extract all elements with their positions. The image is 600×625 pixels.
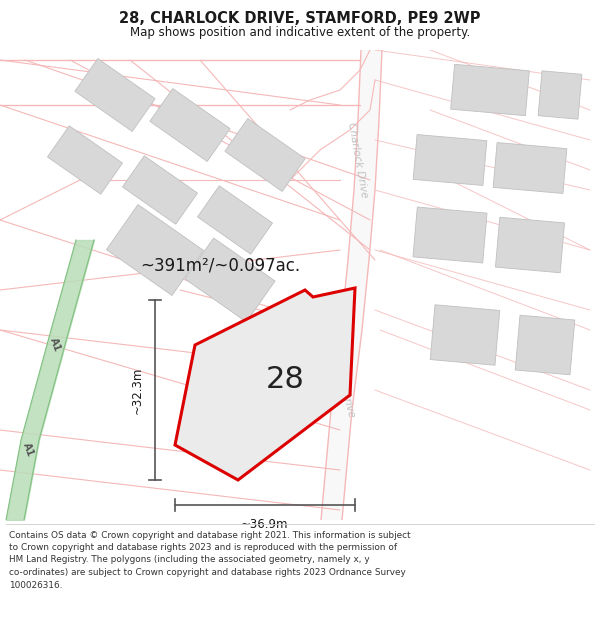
- Polygon shape: [321, 50, 382, 520]
- Polygon shape: [197, 186, 272, 254]
- Polygon shape: [185, 238, 275, 322]
- Text: A1: A1: [21, 442, 35, 458]
- Polygon shape: [47, 126, 122, 194]
- Text: ~36.9m: ~36.9m: [241, 519, 289, 531]
- Text: Charlock Drive: Charlock Drive: [327, 342, 357, 418]
- Polygon shape: [496, 217, 565, 272]
- Polygon shape: [515, 315, 575, 375]
- Text: Map shows position and indicative extent of the property.: Map shows position and indicative extent…: [130, 26, 470, 39]
- Polygon shape: [175, 288, 355, 480]
- Polygon shape: [430, 305, 500, 365]
- Polygon shape: [451, 64, 529, 116]
- Text: Charlock Drive: Charlock Drive: [346, 121, 370, 199]
- Text: ~32.3m: ~32.3m: [131, 366, 143, 414]
- Text: A1: A1: [48, 337, 62, 353]
- Polygon shape: [150, 89, 230, 161]
- Polygon shape: [75, 59, 155, 131]
- Polygon shape: [413, 134, 487, 186]
- Text: Contains OS data © Crown copyright and database right 2021. This information is : Contains OS data © Crown copyright and d…: [9, 531, 410, 589]
- Text: ~391m²/~0.097ac.: ~391m²/~0.097ac.: [140, 256, 300, 274]
- Polygon shape: [225, 119, 305, 191]
- Polygon shape: [538, 71, 582, 119]
- Polygon shape: [493, 142, 567, 194]
- Polygon shape: [122, 156, 197, 224]
- Polygon shape: [106, 204, 203, 296]
- Polygon shape: [413, 207, 487, 263]
- Text: 28, CHARLOCK DRIVE, STAMFORD, PE9 2WP: 28, CHARLOCK DRIVE, STAMFORD, PE9 2WP: [119, 11, 481, 26]
- Text: 28: 28: [266, 366, 304, 394]
